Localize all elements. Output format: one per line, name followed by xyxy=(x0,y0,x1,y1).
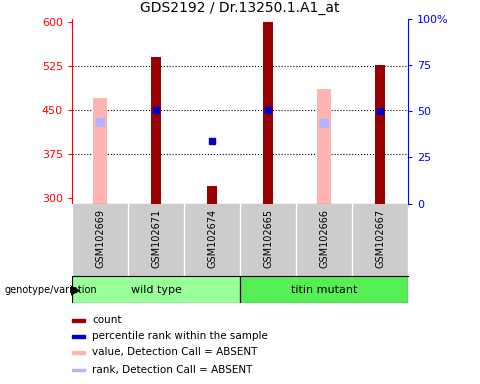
Text: wild type: wild type xyxy=(131,285,181,295)
Bar xyxy=(72,319,85,322)
Text: GSM102666: GSM102666 xyxy=(319,209,329,268)
Text: percentile rank within the sample: percentile rank within the sample xyxy=(92,331,268,341)
Text: value, Detection Call = ABSENT: value, Detection Call = ABSENT xyxy=(92,348,258,358)
Text: GSM102674: GSM102674 xyxy=(207,209,217,268)
Text: count: count xyxy=(92,315,121,325)
Bar xyxy=(72,276,240,303)
Bar xyxy=(151,57,161,204)
Text: rank, Detection Call = ABSENT: rank, Detection Call = ABSENT xyxy=(92,365,252,375)
Text: GSM102669: GSM102669 xyxy=(95,209,105,268)
Bar xyxy=(93,98,107,204)
Bar xyxy=(240,276,408,303)
Bar xyxy=(72,276,240,303)
Text: GSM102667: GSM102667 xyxy=(375,209,385,268)
Title: GDS2192 / Dr.13250.1.A1_at: GDS2192 / Dr.13250.1.A1_at xyxy=(140,2,340,15)
Text: titin mutant: titin mutant xyxy=(291,285,357,295)
Text: genotype/variation: genotype/variation xyxy=(5,285,97,295)
Bar xyxy=(240,276,408,303)
Text: ▶: ▶ xyxy=(71,283,81,296)
Bar xyxy=(72,351,85,354)
Bar xyxy=(72,369,85,371)
Text: GSM102665: GSM102665 xyxy=(263,209,273,268)
Bar xyxy=(375,65,385,204)
Bar xyxy=(317,89,331,204)
Bar xyxy=(72,335,85,338)
Bar xyxy=(207,186,217,204)
Bar xyxy=(263,22,273,204)
Text: GSM102671: GSM102671 xyxy=(151,209,161,268)
